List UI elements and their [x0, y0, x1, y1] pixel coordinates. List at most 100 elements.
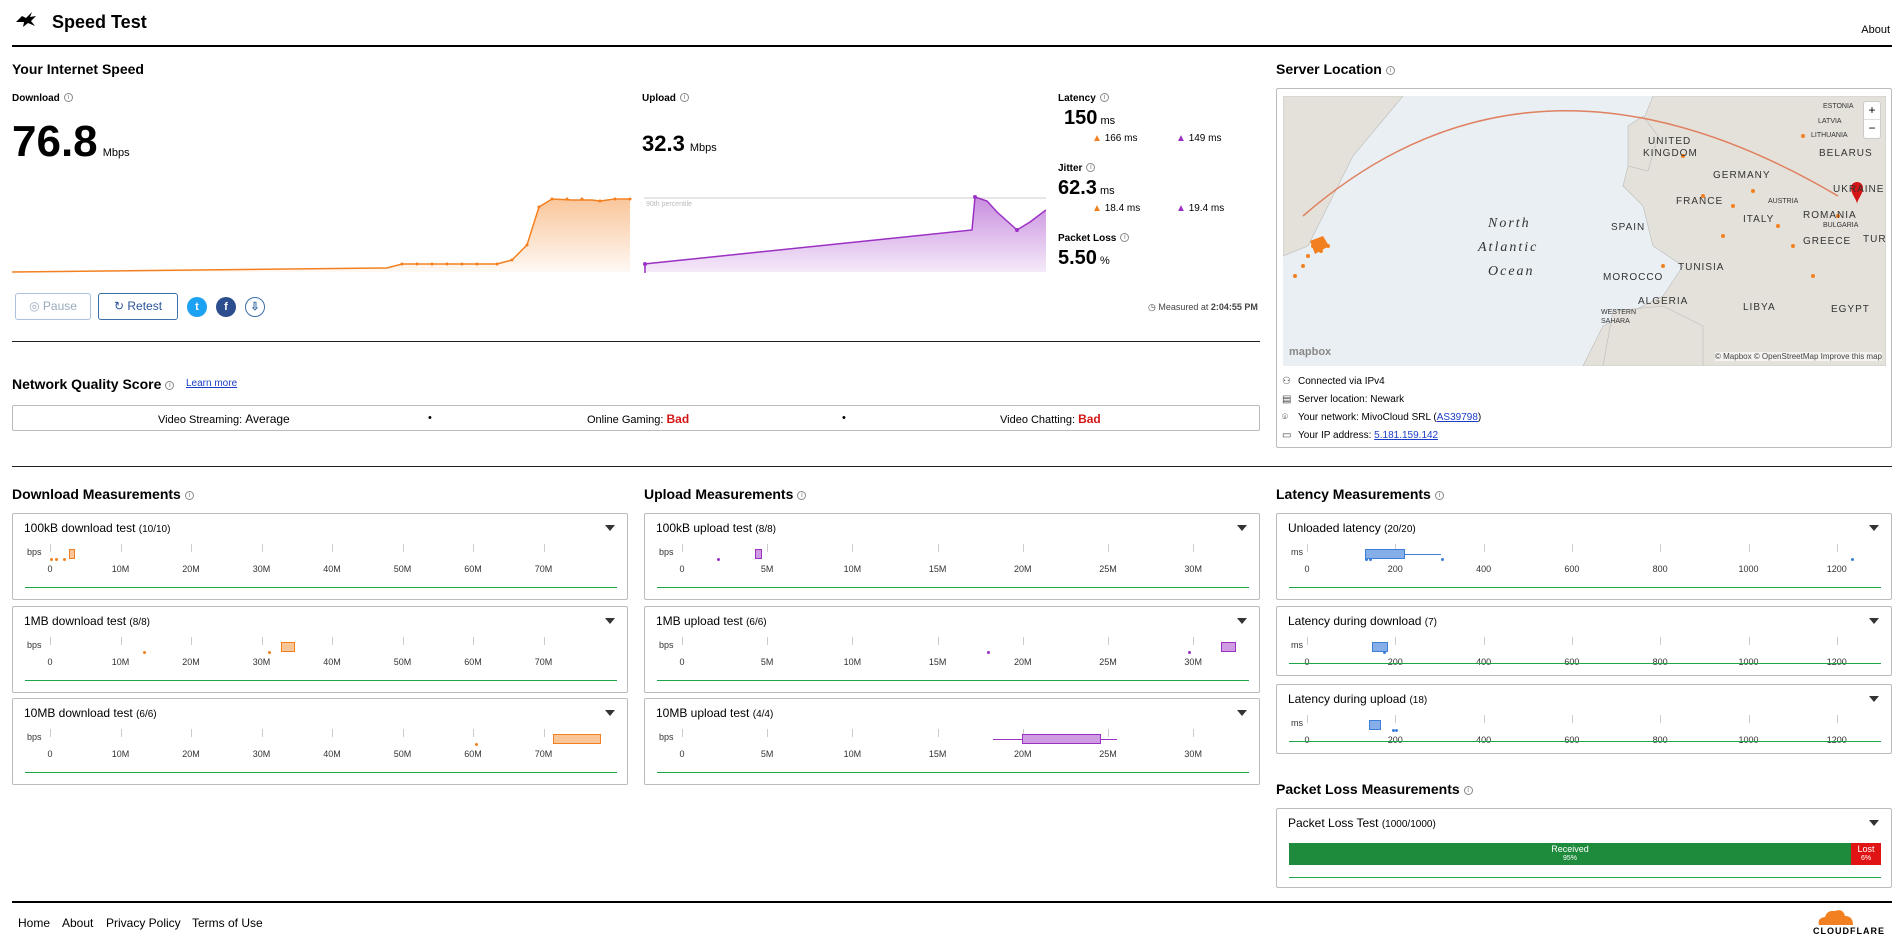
download-test-card[interactable]: 1MB download test (8/8) bps 0 10M 20M 30M 40M 5…: [12, 606, 628, 693]
speed-divider: [12, 341, 1260, 342]
axis-tick-line: [1483, 637, 1485, 645]
latency-test-card[interactable]: Unloaded latency (20/20) ms 0 200 400 600 800 1…: [1276, 513, 1892, 600]
chevron-down-icon[interactable]: [1869, 696, 1879, 702]
axis-tick-line: [261, 637, 263, 645]
test-title: 100kB upload test (8/8): [656, 521, 776, 535]
axis-tick-label: 50M: [393, 749, 412, 759]
axis-tick-label: 20M: [1014, 564, 1032, 574]
axis-tick-line: [1307, 715, 1308, 723]
data-point: [143, 651, 146, 654]
info-icon: i: [1086, 163, 1096, 172]
zoom-in-button[interactable]: +: [1864, 102, 1880, 120]
latency-test-card[interactable]: Latency during upload (18) ms 0 200 400 600 80…: [1276, 684, 1892, 754]
header-about-link[interactable]: About: [1861, 24, 1890, 36]
axis-unit: ms: [1291, 547, 1303, 557]
map-label: SPAIN: [1611, 222, 1646, 233]
download-icon[interactable]: ⇩: [245, 297, 265, 317]
axis-tick-label: 15M: [928, 657, 947, 667]
map-label: ROMANIA: [1803, 210, 1857, 221]
data-point: [987, 651, 990, 654]
axis-unit: ms: [1291, 718, 1303, 728]
map-label: ALGERIA: [1638, 296, 1689, 307]
nqs-bullet: •: [428, 412, 432, 424]
chevron-down-icon[interactable]: [1237, 618, 1247, 624]
chevron-down-icon[interactable]: [605, 525, 615, 531]
card-icon: ▭: [1282, 430, 1292, 441]
axis-tick-label: 600: [1564, 657, 1580, 667]
learn-more-link[interactable]: Learn more: [186, 378, 238, 389]
server-map[interactable]: North Atlantic Ocean UNITED KINGDOM GERM…: [1283, 96, 1886, 366]
axis-tick-label: 0: [679, 564, 685, 574]
facebook-icon[interactable]: f: [216, 297, 236, 317]
upload-test-card[interactable]: 1MB upload test (6/6) bps 0 5M 10M 15M 20M 25M 3…: [644, 606, 1260, 693]
twitter-icon[interactable]: t: [187, 297, 207, 317]
axis-tick-label: 0: [1304, 735, 1310, 745]
axis-tick-line: [1748, 544, 1750, 552]
axis-tick-label: 1200: [1826, 657, 1847, 667]
ip-link[interactable]: 5.181.159.142: [1374, 430, 1439, 441]
status-line: [1289, 587, 1881, 588]
map-label: TUNISIA: [1678, 262, 1725, 273]
upload-test-card[interactable]: 100kB upload test (8/8) bps 0 5M 10M 15M 20M 25…: [644, 513, 1260, 600]
packet-loss-card[interactable]: Packet Loss Test (1000/1000) Received 95…: [1276, 808, 1892, 888]
axis-tick-label: 10M: [843, 564, 862, 574]
axis-tick-line: [50, 637, 51, 645]
footer-privacy-link[interactable]: Privacy Policy: [106, 916, 181, 930]
latency-test-card[interactable]: Latency during download (7) ms 0 200 400 600 8…: [1276, 606, 1892, 676]
footer-home-link[interactable]: Home: [18, 916, 51, 930]
asn-link[interactable]: AS39798: [1436, 412, 1478, 423]
chevron-down-icon[interactable]: [1869, 618, 1879, 624]
test-title: 10MB upload test (4/4): [656, 706, 774, 720]
chevron-down-icon[interactable]: [1869, 820, 1879, 826]
test-title: 100kB download test (10/10): [24, 521, 171, 535]
map-attribution[interactable]: © Mapbox © OpenStreetMap Improve this ma…: [1715, 352, 1882, 361]
axis-tick-line: [852, 729, 854, 737]
map-label: WESTERN SAHARA: [1601, 309, 1636, 325]
retest-button[interactable]: ↻ Retest: [98, 293, 178, 320]
chevron-down-icon[interactable]: [1237, 525, 1247, 531]
download-test-card[interactable]: 10MB download test (6/6) bps 0 10M 20M 30M 40M…: [12, 698, 628, 785]
axis-tick-label: 400: [1476, 735, 1492, 745]
lost-bar: Lost 6%: [1851, 843, 1881, 865]
chevron-down-icon[interactable]: [1237, 710, 1247, 716]
data-point: [63, 558, 66, 561]
axis-tick-line: [682, 637, 683, 645]
axis-tick-line: [1748, 715, 1750, 723]
streaming-score: Video Streaming: Average: [158, 412, 290, 426]
info-icon: i: [1099, 93, 1109, 102]
ip-info: ▭ Your IP address: 5.181.159.142: [1282, 430, 1439, 441]
axis-tick-label: 40M: [323, 749, 341, 759]
upload-test-card[interactable]: 10MB upload test (4/4) bps 0 5M 10M 15M 20M 25M…: [644, 698, 1260, 785]
axis-tick-label: 10M: [843, 657, 862, 667]
mapbox-logo[interactable]: mapbox: [1289, 346, 1332, 358]
download-test-card[interactable]: 100kB download test (10/10) bps 0 10M 20M 30M…: [12, 513, 628, 600]
packet-loss-label: Packet Loss i: [1058, 233, 1130, 244]
upload-measurements-heading: Upload Measurements i: [644, 486, 807, 502]
axis-tick-line: [1108, 729, 1109, 737]
axis-tick-label: 800: [1652, 735, 1668, 745]
zoom-out-button[interactable]: −: [1868, 121, 1876, 135]
map-label: UNITED: [1648, 136, 1692, 147]
footer-terms-link[interactable]: Terms of Use: [192, 916, 263, 930]
box-plot: [1372, 642, 1388, 652]
axis-tick-label: 1000: [1738, 564, 1759, 574]
info-icon: i: [165, 381, 175, 390]
axis-tick-label: 1000: [1738, 657, 1759, 667]
axis-tick-label: 60M: [464, 564, 482, 574]
axis-tick-label: 30M: [1184, 749, 1202, 759]
chevron-down-icon[interactable]: [605, 710, 615, 716]
app-title: Speed Test: [52, 12, 147, 32]
info-icon: i: [1120, 233, 1130, 242]
axis-tick-line: [543, 729, 545, 737]
axis-tick-line: [1660, 544, 1662, 552]
axis-tick-line: [1193, 637, 1195, 645]
pause-button[interactable]: ◎ Pause: [15, 293, 91, 320]
axis-tick-line: [332, 637, 333, 645]
box-plot: [281, 642, 295, 652]
footer-about-link[interactable]: About: [62, 916, 94, 930]
chevron-down-icon[interactable]: [1869, 525, 1879, 531]
gaming-score: Online Gaming: Bad: [587, 412, 690, 426]
data-point: [1188, 651, 1191, 654]
axis-tick-label: 600: [1564, 735, 1580, 745]
chevron-down-icon[interactable]: [605, 618, 615, 624]
